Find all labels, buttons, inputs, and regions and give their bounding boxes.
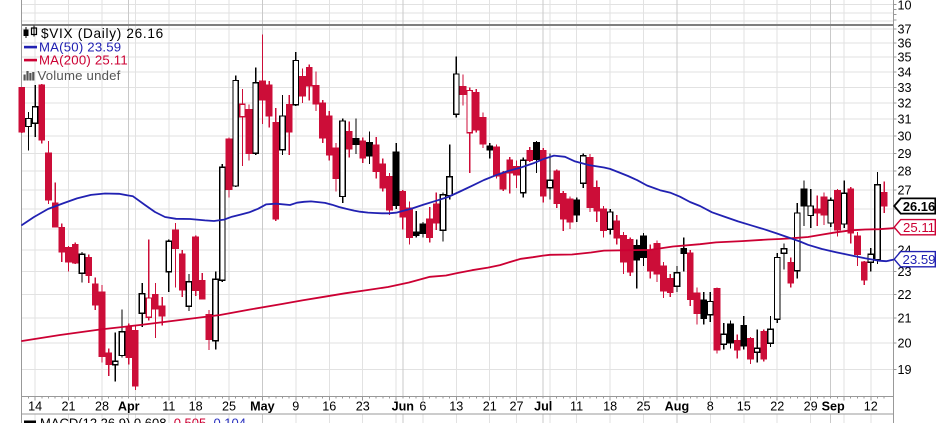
svg-text:10: 10: [898, 0, 912, 13]
svg-text:26.16: 26.16: [903, 199, 935, 214]
svg-text:21: 21: [61, 400, 75, 414]
svg-text:28: 28: [95, 400, 109, 414]
svg-text:18: 18: [189, 400, 203, 414]
svg-text:23: 23: [898, 265, 912, 279]
svg-text:MA(200) 25.11: MA(200) 25.11: [39, 53, 128, 68]
svg-text:20: 20: [898, 337, 912, 351]
svg-text:9: 9: [292, 400, 299, 414]
svg-text:11: 11: [162, 400, 175, 414]
svg-text:29: 29: [804, 400, 818, 414]
svg-text:22: 22: [770, 400, 784, 414]
svg-text:37: 37: [898, 22, 912, 36]
svg-text:13: 13: [449, 400, 463, 414]
svg-text:19: 19: [898, 363, 912, 377]
svg-text:35: 35: [898, 51, 912, 65]
svg-text:31: 31: [898, 113, 912, 127]
svg-text:27: 27: [898, 183, 912, 197]
svg-text:$VIX (Daily) 26.16: $VIX (Daily) 26.16: [41, 26, 164, 41]
svg-text:28: 28: [898, 165, 912, 179]
svg-text:18: 18: [603, 400, 617, 414]
svg-text:MA(50) 23.59: MA(50) 23.59: [39, 40, 121, 55]
svg-text:30: 30: [898, 130, 912, 144]
svg-text:23.59: 23.59: [902, 252, 935, 267]
svg-text:36: 36: [898, 36, 912, 50]
svg-text:25: 25: [636, 400, 650, 414]
svg-text:14: 14: [28, 400, 42, 414]
svg-text:25: 25: [222, 400, 236, 414]
svg-text:MACD(12,26,9) 0.608, 0.505, 0.: MACD(12,26,9) 0.608, 0.505, 0.104: [40, 416, 246, 424]
svg-text:May: May: [250, 400, 275, 414]
svg-text:21: 21: [483, 400, 497, 414]
svg-text:23: 23: [356, 400, 370, 414]
svg-text:8: 8: [707, 400, 714, 414]
svg-text:16: 16: [322, 400, 336, 414]
svg-text:Aug: Aug: [665, 400, 689, 414]
svg-text:Jul: Jul: [534, 400, 552, 414]
svg-text:11: 11: [570, 400, 583, 414]
svg-text:6: 6: [419, 400, 426, 414]
svg-text:25.11: 25.11: [903, 220, 935, 235]
svg-text:Sep: Sep: [822, 400, 845, 414]
svg-text:27: 27: [509, 400, 523, 414]
svg-text:Apr: Apr: [118, 400, 140, 414]
svg-text:12: 12: [864, 400, 878, 414]
svg-text:34: 34: [898, 66, 912, 80]
svg-text:Jun: Jun: [392, 400, 414, 414]
svg-text:32: 32: [898, 97, 912, 111]
svg-text:22: 22: [898, 288, 912, 302]
svg-text:Volume undef: Volume undef: [38, 68, 121, 83]
svg-text:29: 29: [898, 147, 912, 161]
svg-text:15: 15: [737, 400, 751, 414]
svg-text:21: 21: [898, 312, 912, 326]
svg-text:33: 33: [898, 81, 912, 95]
